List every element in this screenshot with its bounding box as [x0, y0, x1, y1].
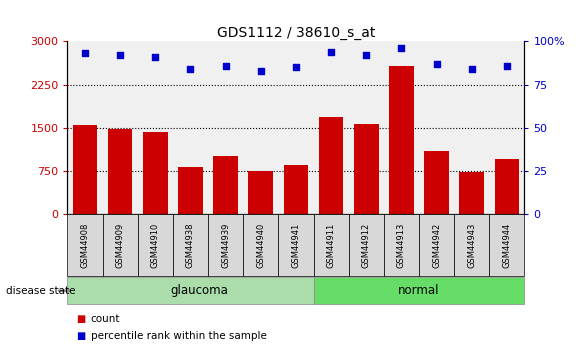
Text: GSM44908: GSM44908 — [80, 222, 90, 268]
Text: GSM44938: GSM44938 — [186, 222, 195, 268]
FancyBboxPatch shape — [419, 214, 454, 276]
Text: GSM44910: GSM44910 — [151, 222, 160, 268]
Text: GSM44943: GSM44943 — [467, 222, 476, 268]
FancyBboxPatch shape — [138, 214, 173, 276]
Text: GSM44939: GSM44939 — [221, 222, 230, 268]
Text: ■: ■ — [76, 314, 86, 324]
Text: normal: normal — [398, 284, 440, 297]
FancyBboxPatch shape — [454, 214, 489, 276]
Text: GSM44912: GSM44912 — [362, 222, 371, 268]
FancyBboxPatch shape — [67, 214, 103, 276]
Point — [291, 65, 301, 70]
Point — [115, 52, 125, 58]
FancyBboxPatch shape — [103, 214, 138, 276]
FancyBboxPatch shape — [208, 214, 243, 276]
Text: GSM44944: GSM44944 — [502, 222, 512, 268]
Text: percentile rank within the sample: percentile rank within the sample — [91, 332, 267, 341]
Text: GSM44909: GSM44909 — [115, 222, 125, 268]
Text: GSM44942: GSM44942 — [432, 222, 441, 268]
Point — [186, 66, 195, 72]
Text: disease state: disease state — [6, 286, 76, 296]
Point — [256, 68, 265, 73]
FancyBboxPatch shape — [384, 214, 419, 276]
FancyBboxPatch shape — [278, 214, 314, 276]
Bar — [73, 125, 97, 214]
Point — [432, 61, 441, 67]
Bar — [143, 132, 168, 214]
Text: GSM44913: GSM44913 — [397, 222, 406, 268]
Bar — [319, 117, 343, 214]
Point — [326, 49, 336, 55]
FancyBboxPatch shape — [314, 277, 524, 304]
FancyBboxPatch shape — [489, 214, 524, 276]
Point — [397, 46, 406, 51]
Point — [362, 52, 371, 58]
Text: ■: ■ — [76, 332, 86, 341]
Text: GSM44941: GSM44941 — [291, 222, 301, 268]
Point — [80, 51, 90, 56]
Bar — [284, 165, 308, 214]
FancyBboxPatch shape — [67, 277, 314, 304]
Text: GSM44940: GSM44940 — [256, 222, 265, 268]
Bar — [178, 167, 203, 214]
FancyBboxPatch shape — [173, 214, 208, 276]
FancyBboxPatch shape — [349, 214, 384, 276]
Point — [151, 54, 160, 60]
Bar — [213, 156, 238, 214]
Text: glaucoma: glaucoma — [171, 284, 228, 297]
Bar — [495, 159, 519, 214]
Text: GSM44911: GSM44911 — [326, 222, 336, 268]
Bar — [459, 172, 484, 214]
Point — [502, 63, 512, 68]
Bar — [248, 171, 273, 214]
Point — [467, 66, 476, 72]
Bar — [354, 124, 379, 214]
FancyBboxPatch shape — [314, 214, 349, 276]
Text: count: count — [91, 314, 120, 324]
FancyBboxPatch shape — [243, 214, 278, 276]
Title: GDS1112 / 38610_s_at: GDS1112 / 38610_s_at — [217, 26, 375, 40]
Bar — [389, 66, 414, 214]
Bar — [424, 151, 449, 214]
Bar — [108, 129, 132, 214]
Point — [221, 63, 230, 68]
